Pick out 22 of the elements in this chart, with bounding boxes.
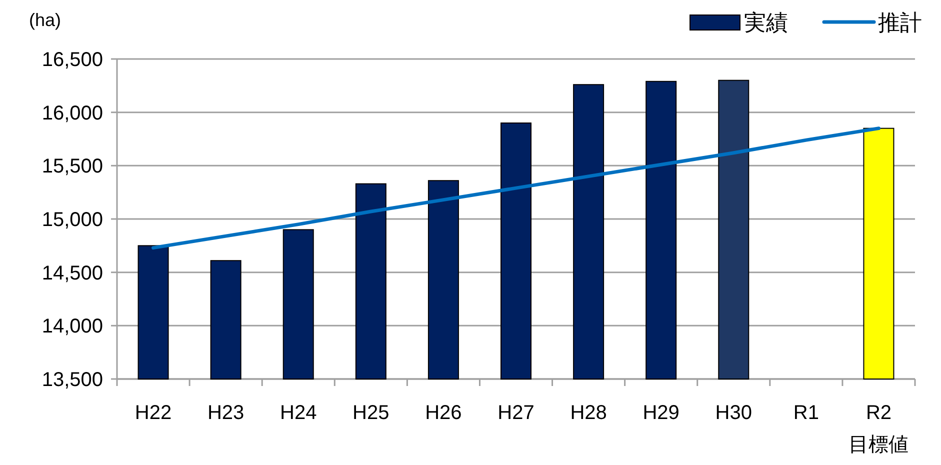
xtick: H27 — [498, 402, 534, 424]
ytick: 15,500 — [42, 156, 103, 178]
legend-label: 実績 — [744, 10, 788, 35]
ytick: 16,500 — [42, 49, 103, 71]
xtick: H23 — [207, 402, 244, 424]
ytick: 16,000 — [42, 102, 103, 124]
xtick: H25 — [352, 402, 390, 424]
xtick: H24 — [280, 402, 317, 424]
xtick: H30 — [715, 402, 752, 424]
xtick: H26 — [425, 402, 462, 424]
xtick: H28 — [570, 402, 607, 424]
ytick: 15,000 — [42, 209, 103, 231]
annotation: 目標値 — [848, 434, 909, 456]
xtick: H22 — [134, 402, 172, 424]
ytick: 14,500 — [42, 262, 103, 284]
xtick: R2 — [866, 402, 892, 424]
ylabel: (ha) — [29, 10, 61, 30]
legend-label: 推計 — [878, 10, 922, 35]
ytick: 13,500 — [42, 369, 103, 391]
ytick: 14,000 — [42, 316, 103, 338]
xtick: R1 — [793, 402, 819, 424]
xtick: H29 — [642, 402, 680, 424]
